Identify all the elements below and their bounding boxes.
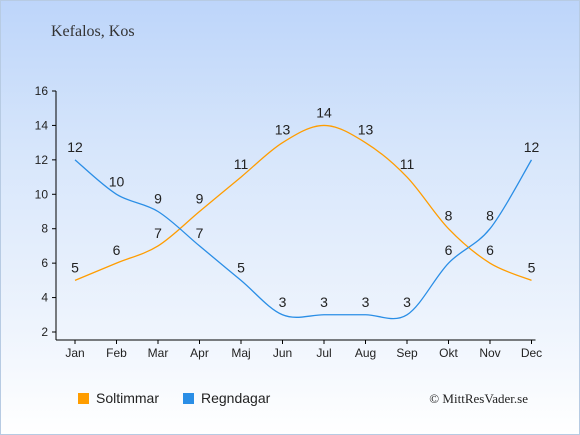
y-tick-label: 6 xyxy=(41,256,48,270)
data-label-soltimmar: 7 xyxy=(154,225,162,241)
series-line-regndagar xyxy=(74,159,533,320)
x-tick-label: Maj xyxy=(231,346,250,360)
data-label-regndagar: 9 xyxy=(154,191,162,207)
legend-swatch-regndagar xyxy=(183,392,194,404)
legend-label-soltimmar: Soltimmar xyxy=(96,390,160,406)
x-tick-label: Jul xyxy=(316,346,331,360)
data-label-regndagar: 5 xyxy=(237,259,245,275)
data-label-regndagar: 8 xyxy=(486,208,494,224)
y-tick-label: 12 xyxy=(35,153,49,167)
chart-data-labels: 5 6 7 9 11 13 14 13 11 8 6 5 12 10 9 7 5 3 3 3 3 6 8 12 xyxy=(67,104,539,309)
data-label-soltimmar: 13 xyxy=(275,122,291,138)
x-tick-label: Dec xyxy=(521,346,542,360)
legend-item-regndagar: Regndagar xyxy=(183,390,270,406)
data-label-regndagar: 3 xyxy=(279,294,287,310)
data-label-regndagar: 3 xyxy=(320,294,328,310)
data-label-soltimmar: 6 xyxy=(113,242,121,258)
x-tick-label: Jan xyxy=(65,346,84,360)
data-label-soltimmar: 14 xyxy=(316,104,332,120)
legend-label-regndagar: Regndagar xyxy=(201,390,271,406)
data-label-regndagar: 7 xyxy=(196,225,204,241)
data-label-regndagar: 3 xyxy=(362,294,370,310)
x-tick-label: Apr xyxy=(190,346,209,360)
x-tick-label: Okt xyxy=(439,346,458,360)
copyright-notice: © MittResVader.se xyxy=(429,391,528,406)
data-label-soltimmar: 5 xyxy=(528,259,536,275)
chart-axes: 2 4 6 8 10 12 14 16 Jan Feb Mar Apr Maj Jun Jul Aug Sep O… xyxy=(35,84,543,360)
y-tick-label: 16 xyxy=(35,84,49,98)
data-label-soltimmar: 11 xyxy=(400,156,415,172)
x-tick-label: Feb xyxy=(106,346,127,360)
data-label-regndagar: 3 xyxy=(403,294,411,310)
data-label-regndagar: 12 xyxy=(524,139,540,155)
y-tick-label: 8 xyxy=(41,222,48,236)
data-label-soltimmar: 6 xyxy=(486,242,494,258)
data-label-soltimmar: 13 xyxy=(358,122,374,138)
data-label-soltimmar: 8 xyxy=(445,208,453,224)
x-tick-label: Jun xyxy=(273,346,292,360)
data-label-regndagar: 10 xyxy=(109,173,125,189)
series-line-soltimmar xyxy=(74,124,532,281)
y-tick-label: 2 xyxy=(41,325,48,339)
y-tick-label: 14 xyxy=(35,118,49,132)
data-label-soltimmar: 11 xyxy=(234,156,249,172)
legend-item-soltimmar: Soltimmar xyxy=(78,390,159,406)
chart-lines xyxy=(74,124,533,320)
x-tick-label: Mar xyxy=(148,346,169,360)
x-tick-label: Aug xyxy=(355,346,376,360)
data-label-soltimmar: 5 xyxy=(71,259,79,275)
x-tick-label: Sep xyxy=(396,346,418,360)
y-tick-label: 10 xyxy=(35,187,49,201)
data-label-soltimmar: 9 xyxy=(196,191,204,207)
x-tick-label: Nov xyxy=(479,346,500,360)
chart-title: Kefalos, Kos xyxy=(51,23,135,40)
legend-swatch-soltimmar xyxy=(78,392,89,404)
y-tick-label: 4 xyxy=(41,291,48,305)
data-label-regndagar: 6 xyxy=(445,242,453,258)
data-label-regndagar: 12 xyxy=(67,139,83,155)
